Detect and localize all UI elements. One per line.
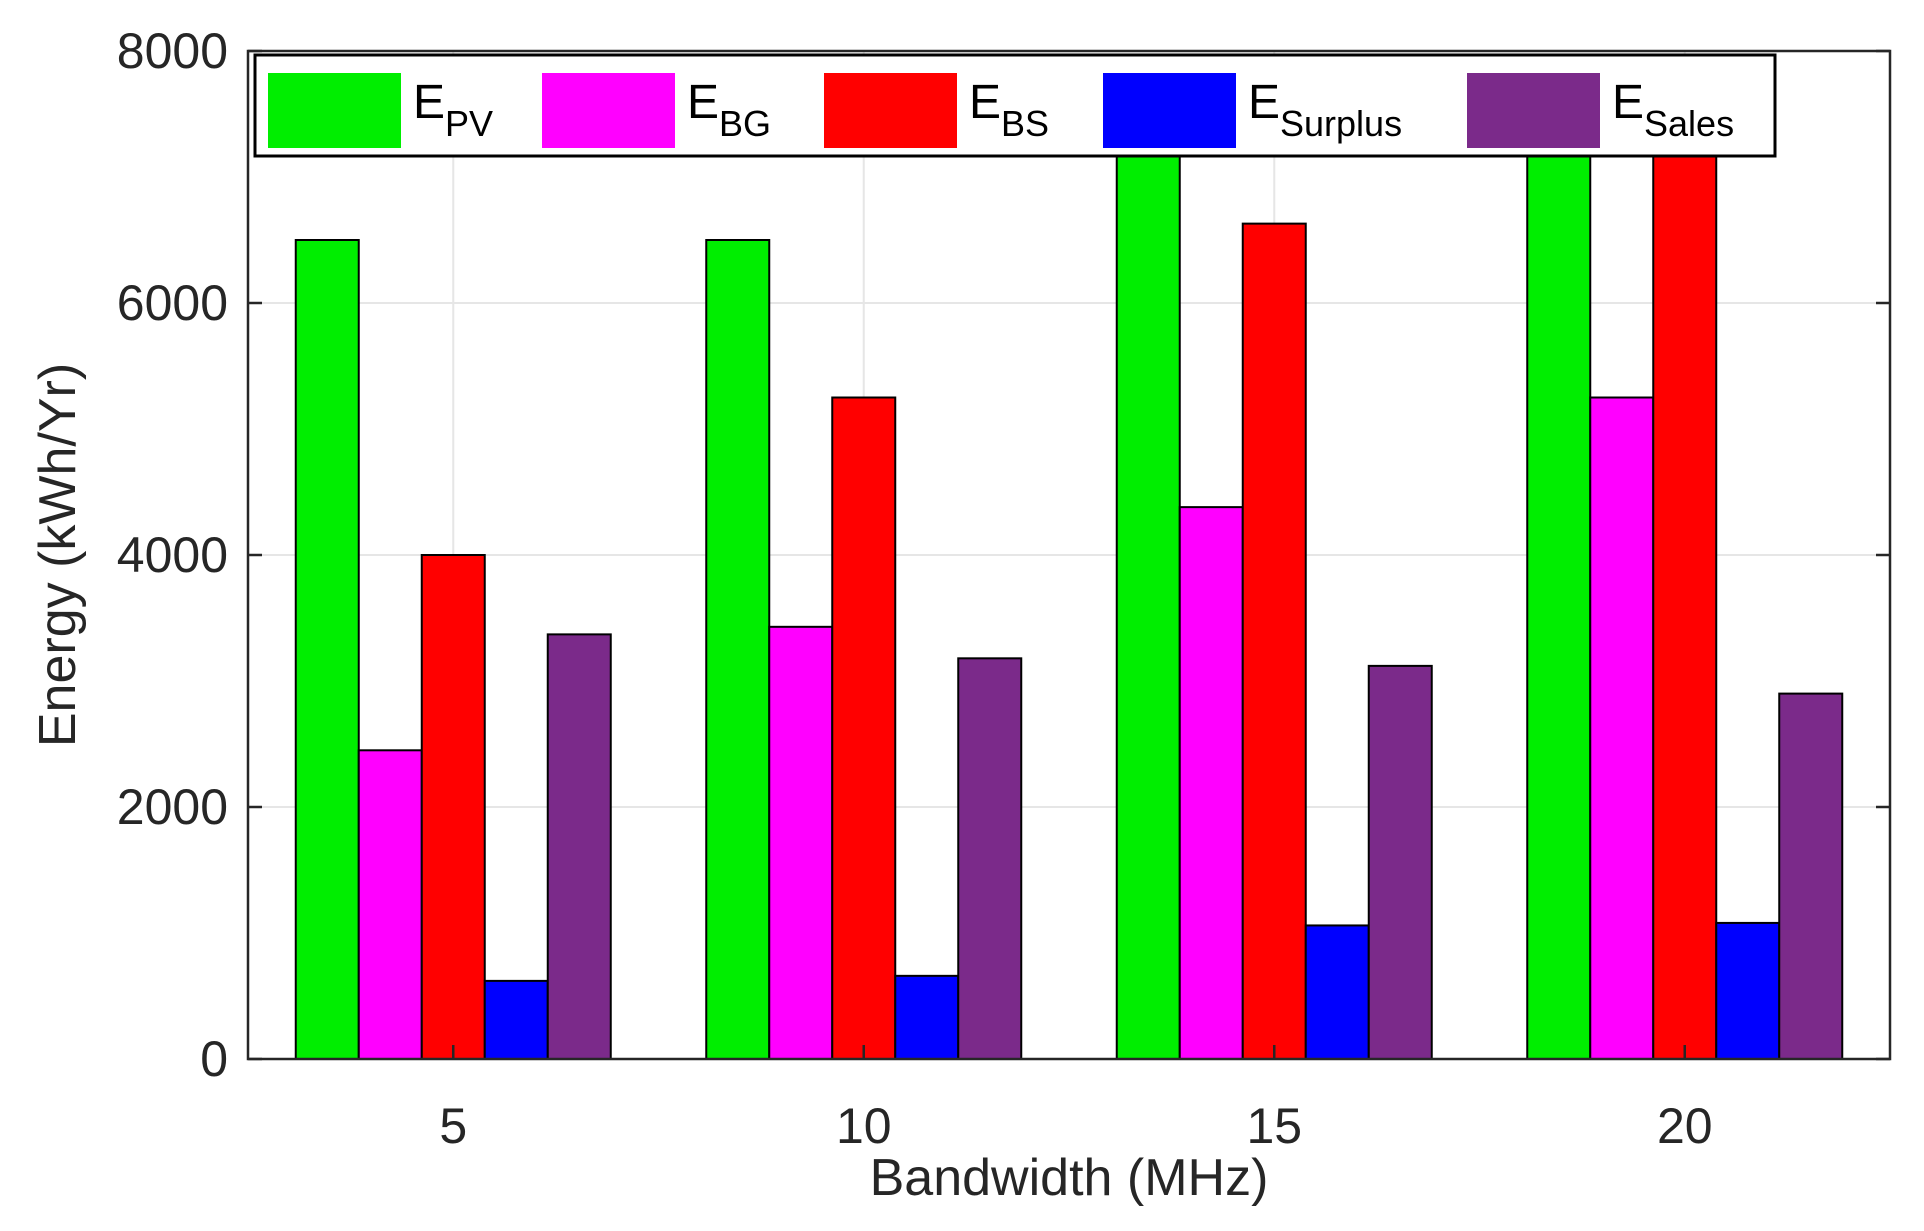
bar-e-pv-10 [705,239,771,1060]
bar-e-sales-10 [957,657,1023,1060]
x-tick-label: 5 [439,1098,467,1154]
x-tick-label: 20 [1657,1098,1713,1154]
x-axis-ticks: 5 10 15 20 [439,1045,1713,1154]
bar-e-pv-20 [1526,75,1592,1060]
y-tick-label: 8000 [117,23,228,79]
bar-e-surplus-15 [1304,924,1370,1060]
bar-e-bg-10 [768,625,834,1060]
y-axis-label: Energy (kWh/Yr) [29,363,87,747]
legend-label-e-surplus: ESurplus [1248,76,1402,144]
y-axis-ticks: 0 2000 4000 6000 8000 [117,23,1890,1087]
legend-swatch-e-bg [542,73,675,148]
x-tick-label: 10 [836,1098,892,1154]
y-tick-label: 4000 [117,527,228,583]
legend-swatch-e-sales [1467,73,1600,148]
bar-e-sales-15 [1367,664,1433,1060]
bar-e-bg-15 [1178,506,1244,1060]
bar-e-surplus-10 [894,974,960,1061]
bar-e-bs-5 [420,554,486,1060]
legend-label-e-bg: EBG [687,76,771,144]
y-tick-label: 0 [200,1031,228,1087]
bar-e-surplus-5 [483,979,549,1061]
legend-swatch-e-surplus [1103,73,1236,148]
bar-e-surplus-20 [1715,921,1781,1060]
bar-e-bg-20 [1589,396,1655,1060]
legend-label-e-bs: EBS [969,76,1049,144]
x-axis-label: Bandwidth (MHz) [870,1149,1269,1207]
bar-e-bg-5 [357,749,423,1060]
y-tick-label: 2000 [117,779,228,835]
legend-swatch-e-bs [824,73,957,148]
bar-e-bs-20 [1652,113,1718,1060]
legend-swatch-e-pv [268,73,401,148]
x-tick-label: 15 [1246,1098,1302,1154]
bar-e-sales-5 [546,633,612,1060]
bar-e-pv-15 [1115,94,1181,1061]
legend: EPV EBG EBS ESurplus ESales [253,53,1777,158]
bar-e-bs-15 [1241,222,1307,1060]
legend-label-e-pv: EPV [413,76,493,144]
bar-e-sales-20 [1778,692,1844,1060]
bar-e-pv-5 [294,239,360,1060]
y-tick-label: 6000 [117,275,228,331]
bar-e-bs-10 [831,396,897,1060]
legend-label-e-sales: ESales [1612,76,1734,144]
